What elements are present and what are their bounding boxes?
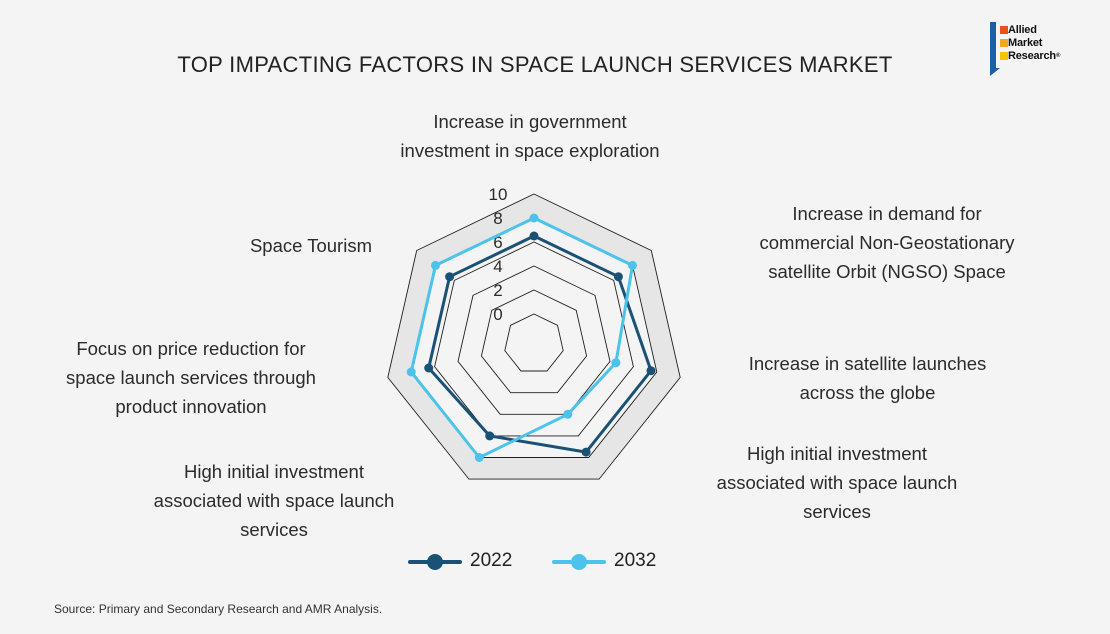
source-note: Source: Primary and Secondary Research a…: [54, 602, 383, 616]
logo-bar: [990, 22, 996, 70]
series-line-2022: [427, 234, 653, 454]
series-point-2022: [445, 272, 455, 282]
series-point-2032: [431, 260, 440, 270]
axis-label-line: Increase in demand for: [792, 203, 982, 224]
radar-tick-label: 8: [493, 209, 502, 228]
axis-label-line: commercial Non-Geostationary: [759, 232, 1015, 253]
axis-label-line: High initial investment: [184, 461, 364, 482]
radar-grid-ring: [434, 241, 634, 437]
legend-item-2032: 2032: [552, 548, 672, 574]
allied-market-research-logo: Allied Market Research®: [990, 22, 1105, 78]
logo-registered-mark: ®: [1055, 53, 1061, 59]
radar-grid-ring: [504, 313, 564, 372]
axis-label-high-investment-right: High initial investment associated with …: [677, 439, 997, 526]
logo-line-3: Research: [1008, 50, 1056, 62]
axis-label-high-investment-left: High initial investment associated with …: [114, 457, 434, 544]
series-line-2032: [409, 216, 634, 459]
logo-square-yellow: [1000, 52, 1008, 60]
page-title: TOP IMPACTING FACTORS IN SPACE LAUNCH SE…: [177, 52, 893, 77]
series-point-2032: [611, 358, 621, 368]
logo-square-red: [1000, 26, 1008, 34]
axis-label-line: Increase in government: [433, 111, 627, 132]
legend-dot-2032: [571, 554, 587, 570]
axis-label-line: Increase in satellite launches: [748, 353, 987, 374]
axis-label-satellite-launches: Increase in satellite launches across th…: [705, 349, 1030, 407]
series-point-2032: [406, 367, 416, 377]
radar-tick-label: 10: [489, 185, 508, 204]
axis-label-line: satellite Orbit (NGSO) Space: [768, 261, 1006, 282]
legend-label-2022: 2022: [470, 550, 513, 571]
logo-tail: [990, 68, 1000, 76]
axis-label-government-investment: Increase in government investment in spa…: [330, 107, 730, 165]
legend-item-2022: 2022: [408, 548, 528, 574]
series-point-2032: [529, 213, 539, 223]
legend-dot-2022: [427, 554, 443, 570]
series-point-2022: [424, 363, 434, 373]
series-point-2022: [646, 366, 656, 376]
radar-tick-label: 4: [493, 257, 502, 276]
axis-label-line: Space Tourism: [249, 235, 372, 256]
series-point-2032: [474, 453, 484, 462]
radar-grid-ring: [480, 289, 588, 394]
axis-label-line: across the globe: [799, 382, 936, 403]
axis-label-line: services: [803, 501, 871, 522]
logo-line-2: Market: [1008, 37, 1043, 49]
logo-line-1: Allied: [1008, 24, 1037, 36]
radar-tick-label: 0: [493, 305, 502, 324]
axis-label-space-tourism: Space Tourism: [172, 231, 372, 260]
axis-label-line: investment in space exploration: [400, 140, 660, 161]
axis-label-line: associated with space launch: [153, 490, 395, 511]
legend-label-2032: 2032: [614, 550, 657, 571]
axis-label-line: services: [240, 519, 308, 540]
radar-tick-label: 2: [493, 281, 502, 300]
series-point-2022: [613, 272, 623, 282]
axis-label-price-reduction: Focus on price reduction for space launc…: [31, 334, 351, 421]
axis-label-line: associated with space launch: [716, 472, 958, 493]
axis-label-line: High initial investment: [747, 443, 927, 464]
series-point-2032: [563, 409, 573, 419]
radar-tick-label: 6: [493, 233, 502, 252]
axis-label-ngso-demand: Increase in demand for commercial Non-Ge…: [667, 199, 1107, 286]
axis-label-line: product innovation: [115, 396, 267, 417]
series-point-2022: [529, 231, 539, 241]
series-point-2032: [628, 260, 637, 270]
series-point-2022: [485, 431, 495, 441]
axis-label-line: Focus on price reduction for: [76, 338, 306, 359]
axis-label-line: space launch services through: [66, 367, 316, 388]
radar-grid-ring: [387, 193, 681, 480]
chart-legend: 2022 2032: [408, 548, 668, 574]
series-point-2022: [581, 447, 591, 457]
radar-grid-ring: [457, 265, 611, 415]
logo-square-orange: [1000, 39, 1008, 47]
